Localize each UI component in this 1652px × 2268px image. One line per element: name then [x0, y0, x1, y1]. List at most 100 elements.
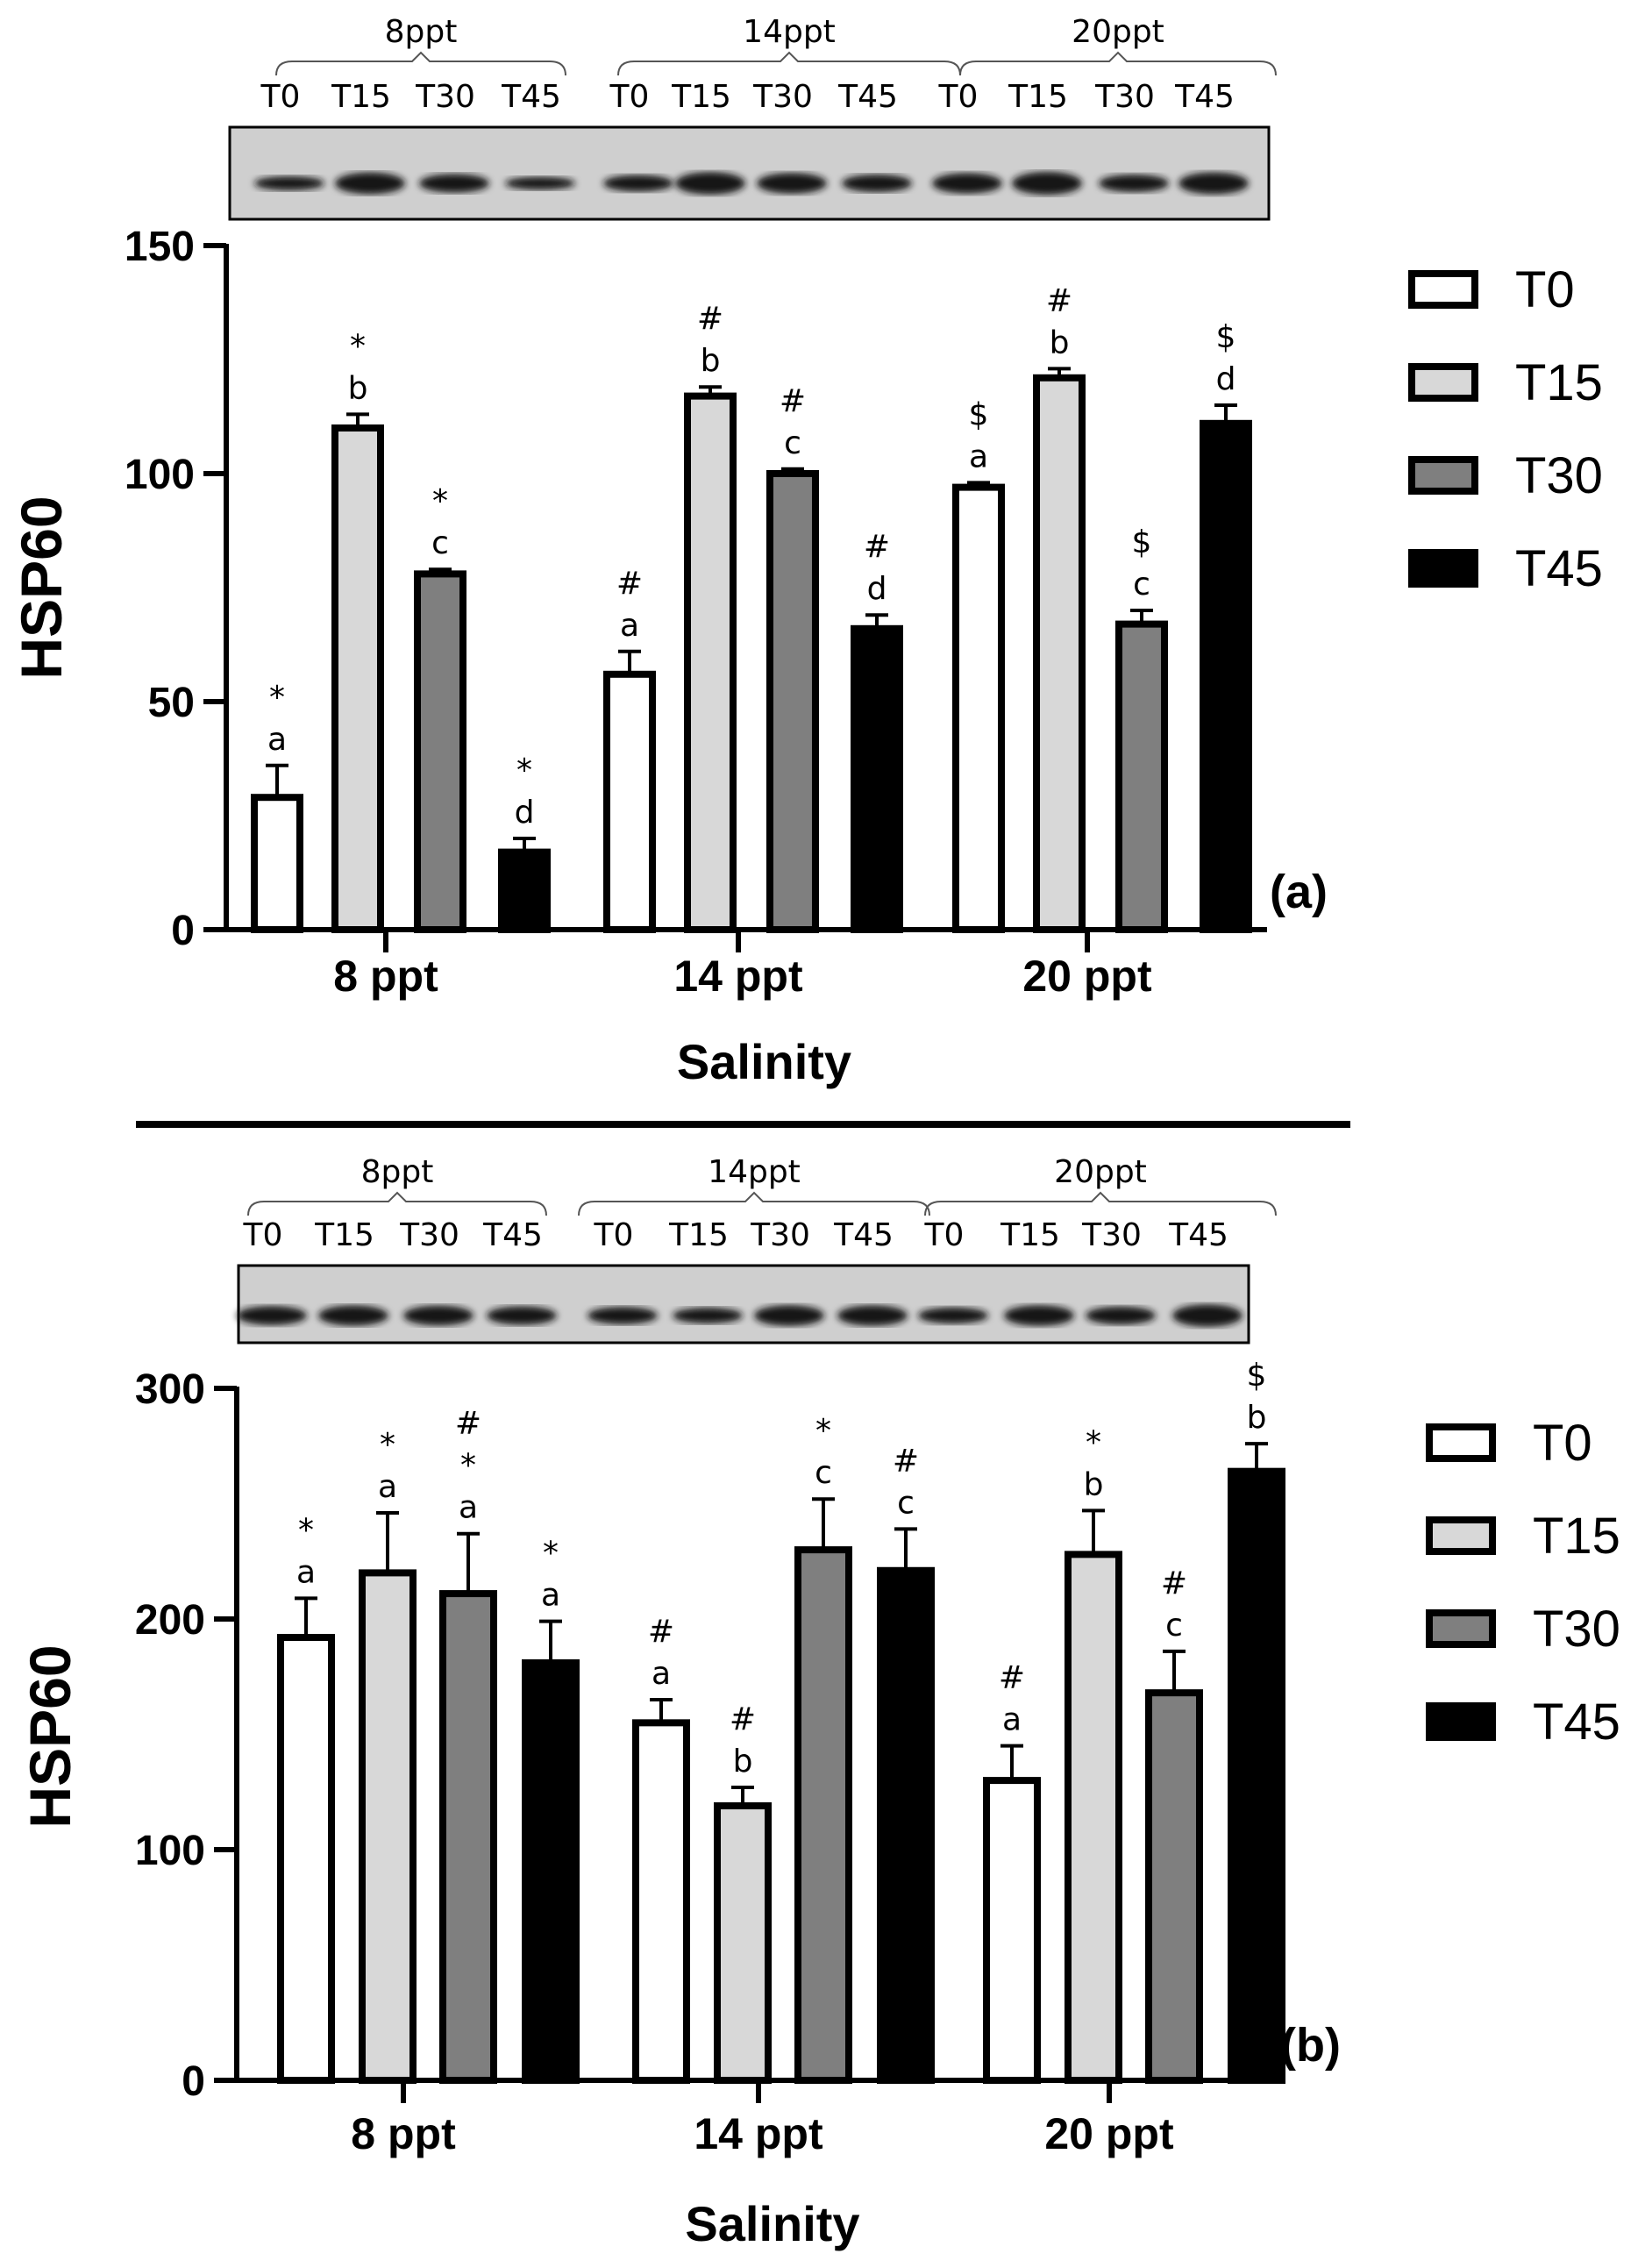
blot-lane-label: T15: [671, 79, 731, 115]
legend-label: T0: [1515, 261, 1575, 318]
bar-t45: [877, 1566, 935, 2084]
blot-band: [754, 1305, 824, 1326]
blot-band: [1178, 172, 1249, 195]
bar-t45: [1200, 419, 1252, 933]
significance-label: $: [1216, 319, 1236, 355]
bar-t45: [1228, 1467, 1285, 2085]
blot-lane-label: T15: [1008, 79, 1068, 115]
significance-label: #: [1046, 282, 1072, 318]
blot-band: [837, 1305, 908, 1326]
blot-group-bracket: [959, 51, 1277, 76]
legend-swatch-t15: [1408, 363, 1478, 402]
bar-t0: [277, 1634, 335, 2085]
bar-t15: [1065, 1551, 1122, 2084]
blot-lane-label: T0: [594, 1217, 634, 1253]
significance-label: c: [1133, 567, 1150, 603]
blot-lane-label: T45: [482, 1217, 543, 1253]
bar-t15: [359, 1569, 417, 2084]
significance-label: a: [652, 1656, 671, 1692]
blot-lane-label: T15: [668, 1217, 729, 1253]
blot-lane-label: T45: [837, 79, 898, 115]
blot-band: [587, 1307, 658, 1324]
significance-label: #: [780, 383, 806, 419]
significance-label: #: [893, 1443, 919, 1479]
y-tick-label: 300: [135, 1366, 205, 1413]
blot-group-bracket: [247, 1191, 547, 1216]
blot-lane-label: T30: [1094, 79, 1155, 115]
significance-label: a: [459, 1490, 478, 1526]
significance-label: d: [515, 795, 535, 831]
significance-label: b: [701, 343, 721, 379]
blot-lane-label: T45: [1174, 79, 1235, 115]
y-axis-label: HSP60: [9, 496, 74, 679]
blot-band: [1004, 1305, 1074, 1326]
blot-group-bracket: [578, 1191, 930, 1216]
significance-label: a: [1002, 1702, 1022, 1738]
significance-label: $: [1132, 524, 1152, 560]
panel-b: 8ppt 14ppt 20ppt T0 T15 T30 T45 T0 T15 T30 T45 T0 T1…: [18, 1154, 1620, 2251]
significance-label: #: [730, 1701, 756, 1737]
significance-label: d: [1216, 361, 1236, 397]
significance-label: c: [897, 1485, 915, 1521]
blot-band: [419, 174, 489, 193]
panel-label: (a): [1270, 866, 1328, 918]
legend-swatch-t0: [1408, 270, 1478, 309]
blot-band: [842, 175, 912, 192]
significance-label: #: [455, 1406, 481, 1442]
x-tick-label: 8 ppt: [351, 2109, 456, 2158]
significance-label: #: [697, 301, 723, 337]
bar-t45: [522, 1658, 580, 2084]
y-tick-label: 200: [135, 1597, 205, 1644]
bar-t0: [952, 483, 1005, 933]
bar-t45: [851, 624, 903, 933]
significance-label: *: [350, 328, 366, 364]
blot-band: [487, 1306, 557, 1325]
bar-t15: [684, 392, 737, 934]
blot-lane-label: T0: [609, 79, 650, 115]
blot-lane-label: T15: [1000, 1217, 1060, 1253]
legend-label: T15: [1515, 354, 1603, 411]
significance-label: c: [431, 525, 449, 561]
blot-band: [757, 173, 827, 194]
significance-label: #: [1161, 1565, 1187, 1601]
blot-lane-label: T30: [415, 79, 475, 115]
x-tick-label: 14 ppt: [673, 952, 803, 1001]
blot-group-bracket: [275, 51, 566, 76]
blot-band: [1012, 171, 1082, 196]
blot-band: [1086, 1306, 1156, 1325]
blot-band: [603, 175, 673, 192]
x-tick-label: 20 ppt: [1022, 952, 1152, 1001]
bar-t0: [251, 794, 303, 934]
blot-band: [932, 173, 1002, 194]
significance-label: $: [969, 396, 989, 432]
blot-band: [505, 176, 575, 190]
x-tick-label: 20 ppt: [1044, 2109, 1174, 2158]
legend-label: T0: [1533, 1415, 1592, 1472]
blot-lane-label: T15: [314, 1217, 374, 1253]
significance-label: b: [348, 370, 368, 406]
significance-label: *: [298, 1512, 314, 1548]
blot-lane-label: T30: [750, 1217, 810, 1253]
blot-lane-label: T45: [501, 79, 561, 115]
significance-label: *: [380, 1427, 395, 1463]
blot-lane-label: T45: [1168, 1217, 1228, 1253]
bar-t30: [1115, 620, 1168, 933]
significance-label: #: [616, 566, 643, 602]
y-axis-label: HSP60: [18, 1644, 82, 1828]
blot-group-label: 20ppt: [1072, 14, 1164, 50]
panel-a: 8ppt 14ppt 20ppt T0 T15 T30 T45 T0 T15 T30 T45 T0 T1…: [9, 14, 1603, 1089]
bar-t15: [331, 424, 384, 933]
y-tick-label: 0: [182, 2058, 205, 2105]
blot-lane-label: T45: [833, 1217, 894, 1253]
significance-label: b: [1050, 325, 1070, 360]
significance-label: *: [1086, 1424, 1101, 1460]
blot-lane-label: T0: [260, 79, 301, 115]
significance-label: c: [815, 1455, 832, 1491]
significance-label: #: [864, 529, 890, 565]
legend-label: T45: [1515, 540, 1603, 597]
bar-t0: [632, 1719, 690, 2084]
legend-swatch-t0: [1426, 1423, 1496, 1462]
blot-lane-label: T30: [1081, 1217, 1142, 1253]
legend-label: T30: [1515, 447, 1603, 504]
bar-t30: [414, 570, 466, 934]
